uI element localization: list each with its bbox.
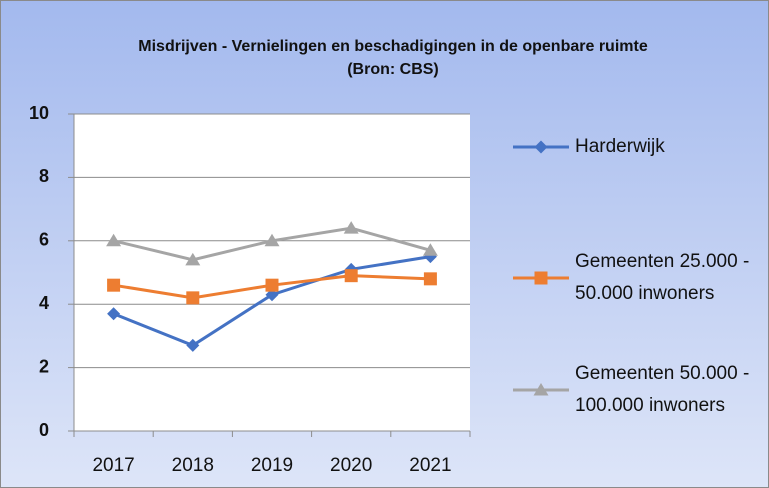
y-tick-label: 0 bbox=[39, 420, 49, 440]
marker bbox=[186, 291, 200, 305]
y-tick-label: 4 bbox=[39, 293, 49, 313]
legend-label: Gemeenten 50.000 - 100.000 inwoners bbox=[575, 363, 750, 416]
marker bbox=[343, 221, 359, 234]
marker bbox=[185, 252, 201, 266]
x-tick-label: 2020 bbox=[330, 455, 372, 476]
marker bbox=[533, 383, 549, 396]
y-tick-label: 8 bbox=[39, 166, 49, 186]
marker bbox=[534, 271, 548, 285]
y-tick-label: 10 bbox=[29, 103, 49, 123]
marker bbox=[344, 269, 358, 283]
chart-title: Misdrijven - Vernielingen en beschadigin… bbox=[138, 38, 648, 78]
marker bbox=[106, 233, 122, 247]
x-tick-label: 2019 bbox=[251, 455, 293, 476]
legend-item: Gemeenten 25.000 - 50.000 inwoners bbox=[511, 246, 750, 310]
legend-label: Harderwijk bbox=[575, 136, 665, 157]
marker bbox=[186, 338, 200, 352]
marker bbox=[265, 278, 279, 292]
marker bbox=[264, 233, 280, 247]
marker bbox=[422, 243, 438, 256]
legend-swatch bbox=[513, 383, 569, 396]
x-tick-label: 2018 bbox=[172, 455, 214, 476]
legend-item: Harderwijk bbox=[511, 131, 750, 163]
legend-label: Gemeenten 25.000 - 50.000 inwoners bbox=[575, 251, 750, 304]
y-tick-label: 6 bbox=[39, 230, 49, 250]
legend-swatch bbox=[513, 271, 569, 285]
x-tick-label: 2021 bbox=[409, 455, 451, 476]
marker bbox=[107, 307, 121, 321]
marker bbox=[423, 272, 437, 286]
legend-swatch bbox=[513, 140, 569, 154]
x-tick-label: 2017 bbox=[92, 455, 134, 476]
marker bbox=[107, 278, 121, 292]
y-tick-label: 2 bbox=[39, 356, 49, 376]
legend-item: Gemeenten 50.000 - 100.000 inwoners bbox=[511, 358, 750, 422]
plot-area bbox=[74, 114, 470, 431]
marker bbox=[534, 140, 548, 154]
